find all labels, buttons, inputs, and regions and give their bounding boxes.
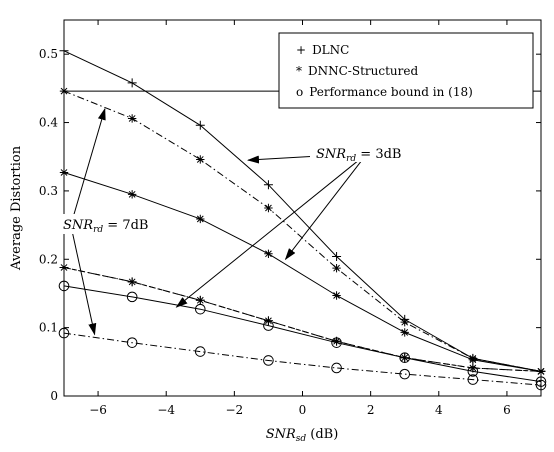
legend-box bbox=[278, 32, 534, 109]
legend-marker-1: + bbox=[296, 43, 306, 57]
legend-marker-2: * bbox=[296, 64, 302, 78]
annotation-snr-7db-sub: rd bbox=[93, 225, 103, 235]
annotation-arrow-snr3 bbox=[175, 152, 368, 308]
data-point-circle bbox=[399, 352, 411, 364]
data-point-plus bbox=[263, 180, 273, 190]
data-point-circle bbox=[467, 374, 479, 385]
data-point-circle bbox=[399, 368, 411, 380]
data-point-star bbox=[196, 296, 205, 305]
x-axis: −6 −4 −2 0 2 4 6 bbox=[89, 20, 511, 417]
data-point-star bbox=[127, 277, 137, 287]
series-path bbox=[63, 285, 542, 383]
x-tick-label: 2 bbox=[367, 403, 375, 417]
data-point-plus bbox=[332, 252, 342, 262]
data-point-star bbox=[127, 190, 137, 199]
annotation-snr-7db-text: SNRrd = 7dB bbox=[63, 218, 148, 235]
x-axis-label-sub: sd bbox=[296, 434, 307, 444]
annotation-snr-7db-bg bbox=[60, 214, 144, 234]
data-point-plus bbox=[59, 46, 69, 56]
data-point-star bbox=[468, 363, 478, 373]
x-tick-label: −6 bbox=[89, 403, 107, 417]
data-point-star bbox=[468, 355, 478, 364]
data-point-star bbox=[59, 168, 69, 177]
data-point-circle bbox=[467, 366, 479, 377]
data-point-star bbox=[127, 114, 137, 123]
x-tick-label: 6 bbox=[503, 403, 511, 417]
series-path bbox=[63, 90, 542, 372]
data-point-circle bbox=[263, 355, 274, 366]
data-point-star bbox=[59, 263, 69, 272]
y-axis: 0 0.1 0.2 0.3 0.4 0.5 bbox=[39, 47, 541, 403]
data-point-plus bbox=[195, 120, 205, 130]
series-layer bbox=[58, 46, 547, 391]
x-tick-label: −2 bbox=[226, 403, 244, 417]
data-point-circle bbox=[126, 337, 138, 348]
data-point-plus bbox=[127, 78, 137, 88]
y-tick-label: 0.4 bbox=[39, 116, 58, 130]
annotation-snr-3db-text: SNRrd = 3dB bbox=[316, 147, 401, 164]
y-axis-label: Average Distortion bbox=[9, 145, 24, 271]
y-tick-label: 0.1 bbox=[39, 321, 58, 335]
series-line-4 bbox=[59, 168, 546, 376]
data-point-circle bbox=[535, 376, 547, 387]
data-point-circle bbox=[194, 303, 206, 315]
annotation-snr-3db-bg bbox=[310, 142, 390, 162]
y-tick-label: 0.5 bbox=[39, 47, 58, 61]
legend-label-3: Performance bound in (18) bbox=[309, 85, 473, 99]
annotation-arrow-snr7 bbox=[70, 107, 106, 226]
data-point-circle bbox=[331, 337, 342, 348]
annotation-snr-7db-main: SNR bbox=[63, 218, 93, 233]
data-point-star bbox=[400, 328, 409, 337]
data-point-circle bbox=[331, 362, 342, 374]
annotation-arrow-snr7 bbox=[70, 224, 97, 336]
annotation-snr-3db-sub: rd bbox=[346, 154, 356, 164]
y-tick-label: 0.3 bbox=[39, 184, 58, 198]
y-tick-label: 0 bbox=[50, 389, 58, 403]
series-path bbox=[63, 332, 542, 386]
x-tick-label: 0 bbox=[299, 403, 307, 417]
data-point-star bbox=[264, 249, 273, 259]
legend-entry-2: * DNNC-Structured bbox=[296, 64, 418, 78]
annotation-snr-3db: SNRrd = 3dB bbox=[310, 142, 401, 164]
legend-entry-1: + DLNC bbox=[296, 43, 349, 57]
x-axis-label: SNRsd (dB) bbox=[266, 427, 339, 444]
x-axis-label-unit: (dB) bbox=[306, 427, 338, 442]
annotation-arrow-snr3 bbox=[284, 153, 368, 261]
legend-entry-3: o Performance bound in (18) bbox=[296, 85, 473, 99]
legend-marker-3: o bbox=[296, 85, 303, 99]
data-point-star bbox=[332, 291, 341, 300]
y-tick-label: 0.2 bbox=[39, 252, 58, 266]
legend-label-2: DNNC-Structured bbox=[308, 64, 418, 78]
data-point-circle bbox=[194, 346, 206, 357]
x-axis-label-main: SNR bbox=[266, 427, 296, 442]
data-point-star bbox=[332, 337, 341, 346]
data-point-star bbox=[264, 203, 273, 213]
series-line-8 bbox=[58, 327, 547, 391]
series-path bbox=[63, 172, 542, 372]
data-point-circle bbox=[58, 280, 70, 292]
data-point-star bbox=[400, 317, 409, 327]
data-point-star bbox=[536, 367, 546, 376]
data-point-star bbox=[332, 263, 341, 273]
legend-label-1: DLNC bbox=[312, 43, 349, 57]
annotation-snr-7db-rest: = 7dB bbox=[103, 218, 148, 233]
x-tick-label: 4 bbox=[435, 403, 443, 417]
series-path bbox=[63, 267, 542, 372]
annotation-snr-3db-rest: = 3dB bbox=[356, 147, 401, 162]
data-point-circle bbox=[58, 327, 70, 339]
annotation-snr-3db-main: SNR bbox=[316, 147, 346, 162]
data-point-star bbox=[196, 214, 205, 224]
legend: + DLNC * DNNC-Structured o Performance boun… bbox=[278, 32, 534, 109]
data-point-star bbox=[196, 155, 205, 164]
data-point-circle bbox=[263, 320, 274, 331]
series-line-7 bbox=[58, 280, 547, 387]
data-point-circle bbox=[535, 379, 547, 391]
data-point-circle bbox=[126, 291, 138, 303]
x-tick-label: −4 bbox=[157, 403, 175, 417]
annotation-snr-7db: SNRrd = 7dB bbox=[60, 214, 148, 235]
